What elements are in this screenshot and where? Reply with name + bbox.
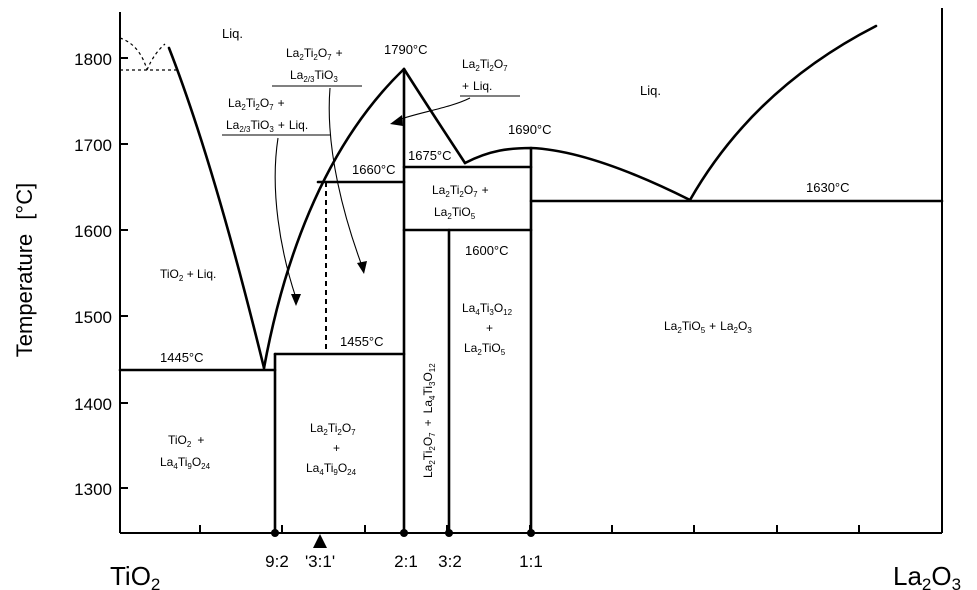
tio2-top-dotted-arc: [119, 37, 148, 71]
region-label-tio2-liq: TiO2 + Liq.: [160, 267, 216, 283]
svg-text:La2Ti2O7: La2Ti2O7: [462, 57, 508, 73]
region-label-la2ti2o7-liq: La2Ti2O7 + Liq.: [460, 57, 520, 97]
svg-text:La2Ti2O7+: La2Ti2O7 +: [432, 183, 489, 199]
tick-label-1300: 1300: [74, 480, 112, 499]
liquidus-right: [688, 24, 878, 202]
liquidus-la2ti2o7-rise: [262, 67, 406, 370]
temp-label-1675: 1675°C: [408, 148, 452, 163]
pointer-arrow-3: [390, 97, 471, 126]
region-label-tio2-la4ti9o24: TiO2 + La4Ti9O24: [160, 433, 211, 471]
mark-label-9-2: 9:2: [265, 552, 289, 571]
y-ticks: [120, 57, 128, 489]
region-label-la2ti2o7-la4ti3o12: La2Ti2O7+La4Ti3O12: [421, 363, 437, 478]
y-axis-label: Temperature[°C]: [12, 183, 37, 357]
region-label-la2ti2o7-la2tio5: La2Ti2O7 + La2TiO5: [432, 183, 489, 221]
tick-label-1600: 1600: [74, 222, 112, 241]
tick-label-1800: 1800: [74, 50, 112, 69]
svg-text:La2TiO5: La2TiO5: [434, 205, 476, 221]
region-label-la2ti2o7-la23tio3: La2Ti2O7 + La2/3TiO3: [272, 46, 362, 87]
temp-label-1445: 1445°C: [160, 350, 204, 365]
temp-label-1630: 1630°C: [806, 180, 850, 195]
region-label-liq-left: Liq.: [222, 26, 243, 41]
tick-label-1500: 1500: [74, 308, 112, 327]
svg-text:La4Ti3O12: La4Ti3O12: [462, 301, 513, 317]
liquidus-la2tio5-dome: [463, 146, 692, 202]
mark-arrow-3-1: [313, 534, 327, 548]
svg-text:+: +: [333, 441, 340, 455]
x-end-label-la2o3: La2O3: [893, 561, 961, 590]
svg-text:+: +: [486, 321, 493, 335]
svg-text:La4Ti9O24: La4Ti9O24: [306, 461, 357, 477]
region-label-liq-right: Liq.: [640, 83, 661, 98]
svg-text:La4Ti9O24: La4Ti9O24: [160, 455, 211, 471]
temp-label-1790: 1790°C: [384, 42, 428, 57]
svg-text:La2TiO5: La2TiO5: [464, 341, 506, 357]
svg-text:La2Ti2O7+: La2Ti2O7 +: [228, 96, 285, 112]
svg-text:La2/3TiO3+Liq.: La2/3TiO3 + Liq.: [226, 118, 308, 134]
region-label-la2ti2o7-la23tio3-liq: La2Ti2O7 + La2/3TiO3 + Liq.: [222, 96, 330, 136]
mark-label-3-2: 3:2: [438, 552, 462, 571]
svg-text:+Liq.: + Liq.: [462, 79, 492, 93]
region-label-la2tio5-la2o3: La2TiO5 + La2O3: [664, 319, 752, 335]
region-label-la4ti3o12-la2tio5: La4Ti3O12 + La2TiO5: [462, 301, 513, 357]
temp-label-1600: 1600°C: [465, 243, 509, 258]
liquidus-la2ti2o7-fall: [402, 67, 467, 165]
temp-label-1660: 1660°C: [352, 162, 396, 177]
mark-label-3-1: '3:1': [305, 552, 335, 571]
tick-label-1700: 1700: [74, 136, 112, 155]
temp-label-1455: 1455°C: [340, 334, 384, 349]
svg-text:La2Ti2O7+: La2Ti2O7 +: [286, 46, 343, 62]
svg-text:TiO2+: TiO2 +: [168, 433, 204, 449]
svg-text:La2/3TiO3: La2/3TiO3: [290, 68, 338, 84]
tio2-top-dotted-arc-2: [146, 43, 166, 71]
svg-text:La2Ti2O7: La2Ti2O7: [310, 421, 356, 437]
temp-label-1690: 1690°C: [508, 122, 552, 137]
pointer-arrow-2: [328, 87, 367, 274]
mark-label-2-1: 2:1: [394, 552, 418, 571]
svg-text:La2Ti2O7+La4Ti3O12: La2Ti2O7+La4Ti3O12: [421, 363, 437, 478]
tick-label-1400: 1400: [74, 395, 112, 414]
region-label-la2ti2o7-la4ti9o24: La2Ti2O7 + La4Ti9O24: [306, 421, 357, 477]
pointer-arrow-1: [274, 137, 301, 306]
liquidus-left: [167, 46, 266, 370]
x-end-label-tio2: TiO2: [110, 561, 160, 590]
svg-text:Temperature[°C]: Temperature[°C]: [12, 183, 37, 357]
mark-label-1-1: 1:1: [519, 552, 543, 571]
